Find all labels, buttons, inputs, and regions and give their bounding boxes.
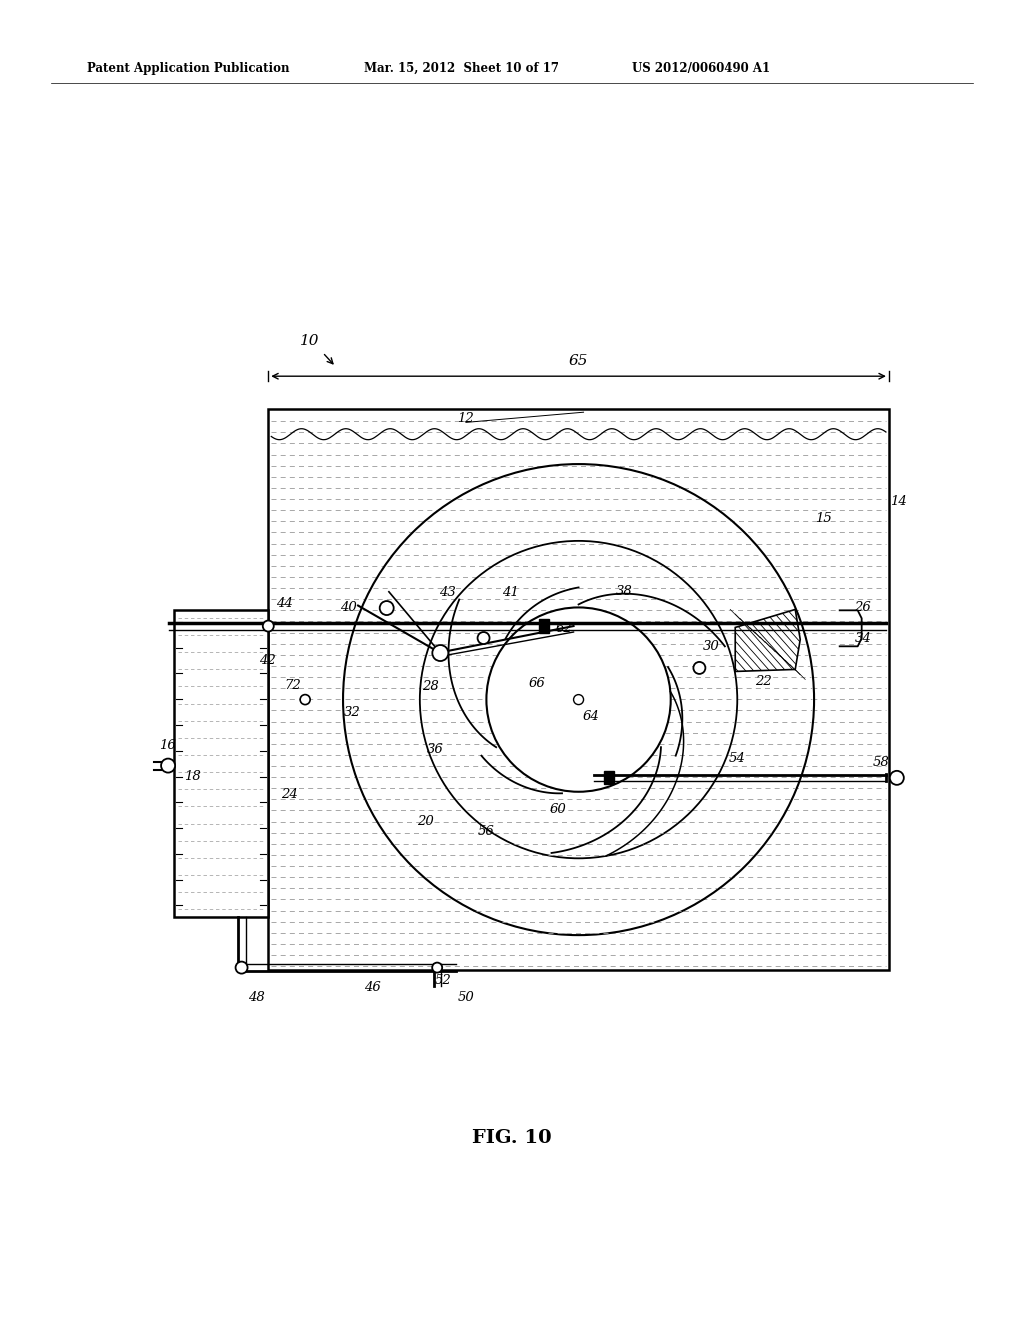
Text: 30: 30: [703, 640, 720, 653]
Text: 62: 62: [556, 622, 572, 635]
Text: 50: 50: [458, 991, 474, 1005]
Text: 41: 41: [502, 586, 518, 599]
Bar: [539, 619, 549, 634]
Text: 48: 48: [248, 991, 264, 1005]
Circle shape: [300, 694, 310, 705]
Text: FIG. 10: FIG. 10: [472, 1129, 552, 1147]
Text: 40: 40: [340, 601, 356, 614]
Text: 34: 34: [855, 632, 871, 645]
Text: Patent Application Publication: Patent Application Publication: [87, 62, 290, 75]
Circle shape: [693, 661, 706, 675]
Text: 42: 42: [259, 653, 275, 667]
Polygon shape: [735, 610, 800, 672]
Text: 20: 20: [417, 814, 433, 828]
Text: 65: 65: [568, 354, 589, 368]
Text: 72: 72: [285, 678, 301, 692]
Circle shape: [432, 645, 449, 661]
Circle shape: [573, 694, 584, 705]
Text: 28: 28: [422, 680, 438, 693]
Circle shape: [380, 601, 393, 615]
Circle shape: [161, 759, 175, 772]
Text: Mar. 15, 2012  Sheet 10 of 17: Mar. 15, 2012 Sheet 10 of 17: [364, 62, 558, 75]
Text: 54: 54: [729, 752, 745, 766]
Circle shape: [420, 541, 737, 858]
Text: 15: 15: [815, 512, 831, 525]
Text: 18: 18: [184, 770, 201, 783]
Text: 38: 38: [616, 585, 633, 598]
Bar: [603, 771, 613, 784]
Text: 16: 16: [160, 739, 176, 752]
Text: 22: 22: [756, 675, 772, 688]
Text: 58: 58: [872, 756, 889, 770]
Text: 64: 64: [583, 710, 599, 723]
Text: 46: 46: [365, 981, 381, 994]
Text: US 2012/0060490 A1: US 2012/0060490 A1: [632, 62, 770, 75]
Circle shape: [486, 607, 671, 792]
Text: 10: 10: [299, 334, 319, 347]
Text: 43: 43: [439, 586, 456, 599]
Bar: [268, 409, 889, 970]
Text: 12: 12: [458, 412, 474, 425]
Text: 44: 44: [276, 597, 293, 610]
Text: 56: 56: [478, 825, 495, 838]
Text: 66: 66: [528, 677, 545, 690]
Text: 14: 14: [890, 495, 906, 508]
Bar: [174, 610, 268, 917]
Text: 26: 26: [854, 601, 870, 614]
Circle shape: [236, 961, 248, 974]
Text: 60: 60: [550, 803, 566, 816]
Circle shape: [343, 465, 814, 935]
Circle shape: [477, 632, 489, 644]
Text: 36: 36: [427, 743, 443, 756]
Text: 32: 32: [344, 706, 360, 719]
Circle shape: [432, 962, 442, 973]
Text: 24: 24: [282, 788, 298, 801]
Circle shape: [890, 771, 904, 785]
Text: 52: 52: [435, 974, 452, 987]
Circle shape: [263, 620, 273, 631]
